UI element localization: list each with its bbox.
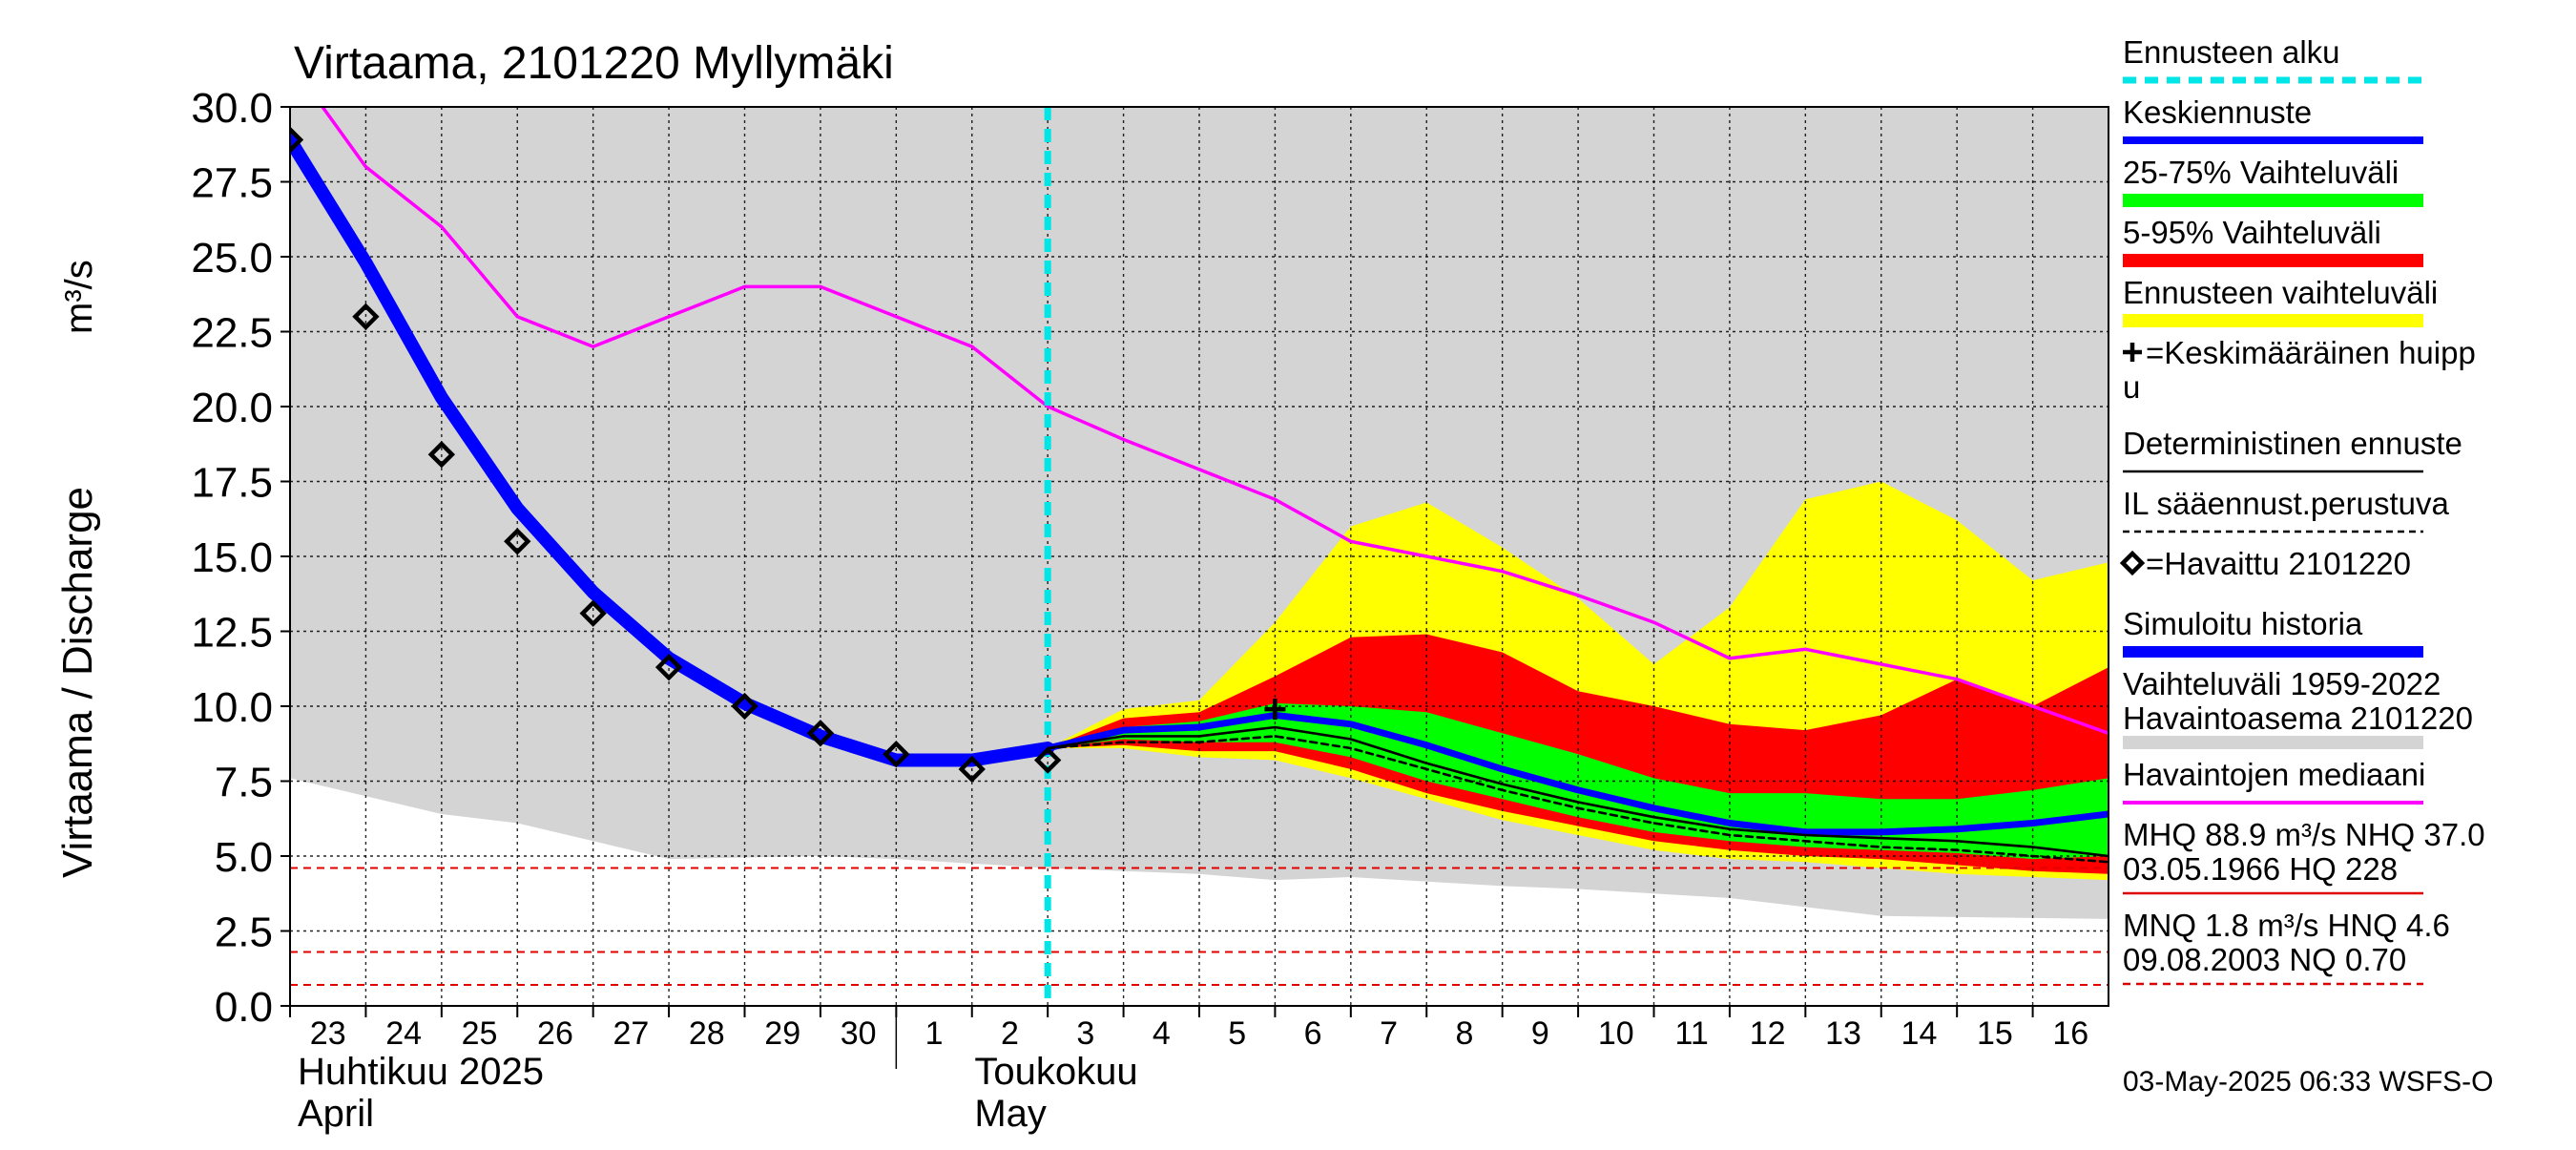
observed-point [806, 720, 835, 747]
plot-area [290, 107, 2109, 1006]
y-axis-unit: m³/s [58, 260, 100, 334]
legend-label: Ennusteen vaihteluväli [2123, 275, 2438, 310]
x-tick-label: 14 [1901, 1015, 1938, 1052]
y-axis-label: Virtaama / Discharge [54, 487, 101, 878]
observed-point [290, 126, 304, 154]
month-label-en: April [298, 1093, 374, 1135]
y-tick-label: 5.0 [215, 834, 273, 881]
x-tick-label: 7 [1380, 1015, 1398, 1052]
plot-content [290, 107, 2109, 1006]
x-tick-label: 16 [2052, 1015, 2088, 1052]
chart-title: Virtaama, 2101220 Myllymäki [294, 38, 894, 89]
timestamp: 03-May-2025 06:33 WSFS-O [2123, 1066, 2494, 1098]
legend-label: IL sääennust.perustuva [2123, 486, 2449, 521]
x-tick-label: 4 [1153, 1015, 1171, 1052]
legend-label: Simuloitu historia [2123, 606, 2363, 641]
month-label-en: May [974, 1093, 1047, 1135]
mean-peak-marker [1264, 699, 1286, 721]
y-tick-label: 17.5 [191, 460, 273, 507]
observed-point [427, 441, 456, 469]
x-tick-label: 3 [1076, 1015, 1094, 1052]
y-tick-label: 15.0 [191, 534, 273, 581]
x-tick-label: 9 [1531, 1015, 1549, 1052]
observed-point [504, 528, 531, 555]
legend-label-2: u [2123, 369, 2140, 405]
y-tick-label: 30.0 [191, 85, 273, 132]
series-line [1046, 735, 2109, 864]
legend-label: 25-75% Vaihteluväli [2123, 155, 2399, 190]
y-tick-label: 25.0 [191, 235, 273, 282]
x-tick-label: 10 [1598, 1015, 1634, 1052]
x-tick-label: 25 [462, 1015, 498, 1052]
x-tick-label: 28 [689, 1015, 725, 1052]
legend-label: MHQ 88.9 m³/s NHQ 37.0 [2123, 817, 2485, 852]
x-tick-label: 29 [764, 1015, 800, 1052]
observed-point [654, 653, 683, 681]
x-tick-label: 27 [613, 1015, 649, 1052]
y-tick-label: 10.0 [191, 684, 273, 731]
observed-point [883, 741, 910, 768]
observed-point [352, 303, 380, 330]
x-tick-label: 23 [310, 1015, 346, 1052]
month-label-fi: Huhtikuu 2025 [298, 1051, 544, 1093]
x-tick-label: 13 [1825, 1015, 1861, 1052]
legend-label: MNQ 1.8 m³/s HNQ 4.6 [2123, 908, 2450, 943]
x-tick-label: 12 [1750, 1015, 1786, 1052]
month-label-fi: Toukokuu [974, 1051, 1137, 1093]
x-tick-label: 11 [1675, 1015, 1709, 1052]
observed-point [579, 599, 607, 627]
x-tick-label: 2 [1001, 1015, 1019, 1052]
legend-label: Vaihteluväli 1959-2022 [2123, 666, 2441, 701]
legend-label: 5-95% Vaihteluväli [2123, 215, 2381, 250]
legend-label: =Keskimääräinen huipp [2146, 335, 2476, 370]
y-tick-label: 12.5 [191, 610, 273, 657]
axes: 0.0 2.5 5.0 7.5 10.0 12.5 15.0 17.5 20.0 22.5 25.0… [54, 85, 2109, 1135]
x-tick-label: 8 [1455, 1015, 1473, 1052]
legend-label: Keskiennuste [2123, 94, 2312, 130]
legend-diamond-symbol [2119, 550, 2146, 576]
x-tick-label: 15 [1977, 1015, 2013, 1052]
legend-label-2: 03.05.1966 HQ 228 [2123, 851, 2398, 887]
x-tick-label: 1 [925, 1015, 944, 1052]
y-tick-label: 2.5 [215, 910, 273, 956]
x-tick-label: 6 [1304, 1015, 1322, 1052]
legend-label: Deterministinen ennuste [2123, 426, 2462, 461]
legend-label: =Havaittu 2101220 [2146, 546, 2411, 581]
observed-point [958, 755, 986, 784]
legend-label: Havaintojen mediaani [2123, 757, 2425, 792]
series-line [1046, 725, 2109, 858]
series-median-line [320, 107, 2109, 735]
legend-label: Ennusteen alku [2123, 34, 2340, 70]
x-tick-label: 5 [1228, 1015, 1246, 1052]
legend-label-2: Havaintoasema 2101220 [2123, 700, 2473, 736]
y-tick-label: 20.0 [191, 385, 273, 431]
x-tick-label: 30 [841, 1015, 877, 1052]
y-tick-label: 27.5 [191, 160, 273, 207]
x-tick-label: 24 [385, 1015, 422, 1052]
legend: Ennusteen alku Keskiennuste 25-75% Vaihtel… [2119, 34, 2485, 986]
y-tick-label: 7.5 [215, 760, 273, 806]
legend-label-2: 09.08.2003 NQ 0.70 [2123, 942, 2406, 977]
observed-point [1033, 746, 1062, 774]
observed-point [731, 692, 758, 721]
x-tick-label: 26 [537, 1015, 573, 1052]
legend-plus-symbol [2123, 343, 2142, 362]
series-line [1044, 711, 2109, 836]
y-tick-label: 0.0 [215, 984, 273, 1031]
y-tick-label: 22.5 [191, 310, 273, 357]
